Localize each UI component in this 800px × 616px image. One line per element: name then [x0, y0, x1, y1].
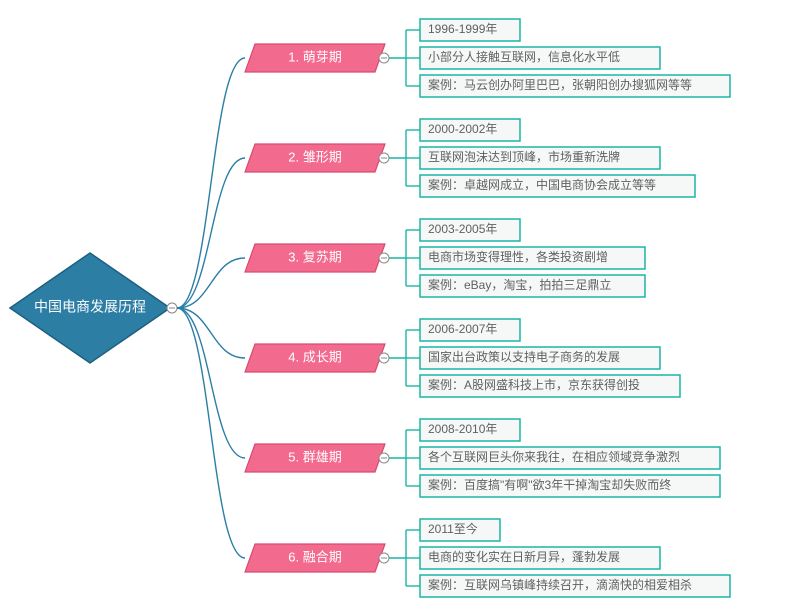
- detail-label: 小部分人接触互联网，信息化水平低: [428, 49, 620, 64]
- period-label: 1. 萌芽期: [288, 49, 341, 64]
- root-toggle[interactable]: [167, 303, 177, 313]
- period-toggle[interactable]: [379, 253, 389, 263]
- detail-label: 案例：卓越网成立，中国电商协会成立等等: [428, 177, 656, 192]
- detail-label: 案例：马云创办阿里巴巴，张朝阳创办搜狐网等等: [428, 77, 692, 92]
- detail-label: 电商市场变得理性，各类投资剧增: [428, 249, 608, 264]
- root-label: 中国电商发展历程: [34, 299, 146, 315]
- branch-line: [177, 58, 245, 308]
- period-label: 4. 成长期: [288, 349, 341, 364]
- period-toggle[interactable]: [379, 453, 389, 463]
- period-label: 6. 融合期: [288, 549, 341, 564]
- detail-label: 案例：互联网乌镇峰持续召开，滴滴快的相爱相杀: [428, 577, 692, 592]
- detail-label: 2000-2002年: [428, 122, 497, 136]
- mindmap-canvas: 中国电商发展历程 1. 萌芽期 1996-1999年小部分人接触互联网，信息化水平低…: [0, 0, 800, 616]
- detail-label: 案例：百度搞"有啊"欲3年干掉淘宝却失败而终: [428, 477, 671, 492]
- detail-label: 2008-2010年: [428, 422, 497, 436]
- period-toggle[interactable]: [379, 553, 389, 563]
- period-label: 5. 群雄期: [288, 449, 341, 464]
- branch-line: [177, 308, 245, 558]
- detail-label: 2003-2005年: [428, 222, 497, 236]
- detail-label: 案例：A股网盛科技上市，京东获得创投: [428, 377, 640, 392]
- period-label: 2. 雏形期: [288, 149, 341, 164]
- detail-label: 国家出台政策以支持电子商务的发展: [428, 349, 620, 364]
- period-toggle[interactable]: [379, 53, 389, 63]
- detail-label: 电商的变化实在日新月异，蓬勃发展: [428, 549, 620, 564]
- detail-label: 案例：eBay，淘宝，拍拍三足鼎立: [428, 277, 611, 292]
- detail-label: 2006-2007年: [428, 322, 497, 336]
- detail-label: 1996-1999年: [428, 22, 497, 36]
- detail-label: 各个互联网巨头你来我往，在相应领域竞争激烈: [428, 449, 680, 464]
- detail-label: 2011至今: [428, 521, 478, 536]
- period-label: 3. 复苏期: [288, 249, 341, 264]
- period-toggle[interactable]: [379, 353, 389, 363]
- detail-label: 互联网泡沫达到顶峰，市场重新洗牌: [428, 149, 620, 164]
- period-toggle[interactable]: [379, 153, 389, 163]
